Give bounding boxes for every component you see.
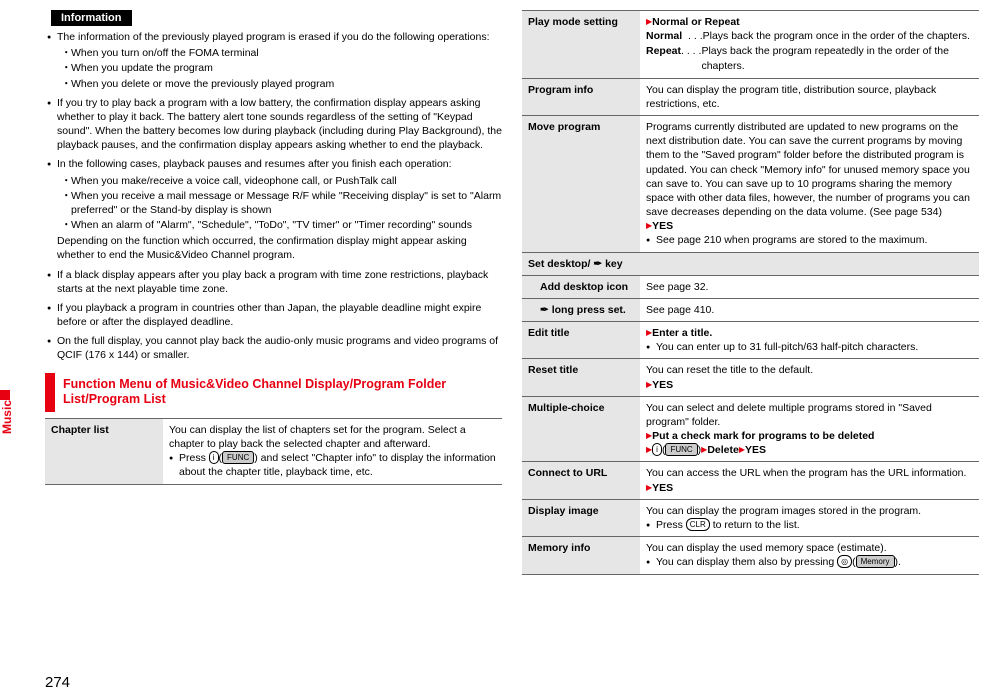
information-badge: Information: [51, 10, 132, 26]
display-image-note: Press CLR to return to the list.: [646, 518, 973, 532]
add-desktop-icon-desc: See page 32.: [640, 275, 979, 298]
info-item-after: Depending on the function which occurred…: [57, 234, 502, 262]
program-info-label: Program info: [522, 78, 640, 115]
info-sub-item: When you delete or move the previously p…: [61, 77, 502, 91]
info-sub-item: When you receive a mail message or Messa…: [61, 189, 502, 217]
i-key-icon: i: [209, 451, 219, 464]
info-sub-item: When you update the program: [61, 61, 502, 75]
info-sub-item: When you turn on/off the FOMA terminal: [61, 46, 502, 60]
chapter-list-table: Chapter list You can display the list of…: [45, 418, 502, 485]
clr-key-icon: CLR: [686, 518, 710, 531]
edit-title-note: You can enter up to 31 full-pitch/63 hal…: [646, 340, 973, 354]
memory-info-note: You can display them also by pressing ◎(…: [646, 555, 973, 569]
camera-key-icon: ◎: [837, 555, 852, 568]
chapter-list-label: Chapter list: [45, 418, 163, 484]
section-header: Function Menu of Music&Video Channel Dis…: [45, 373, 502, 412]
info-item-text: The information of the previously played…: [57, 31, 490, 43]
long-press-set-desc: See page 410.: [640, 298, 979, 321]
key-icon: ✒: [593, 258, 602, 270]
info-item-text: If you try to play back a program with a…: [47, 96, 502, 153]
info-item-text: In the following cases, playback pauses …: [57, 158, 452, 170]
key-icon: ✒: [540, 304, 549, 316]
information-list: The information of the previously played…: [45, 30, 502, 363]
multiple-choice-label: Multiple-choice: [522, 396, 640, 462]
chapter-list-desc: You can display the list of chapters set…: [169, 423, 496, 451]
edit-title-label: Edit title: [522, 322, 640, 359]
func-softkey: FUNC: [665, 443, 697, 456]
memory-info-desc: You can display the used memory space (e…: [646, 541, 973, 555]
info-sub-item: When you make/receive a voice call, vide…: [61, 174, 502, 188]
page-number: 274: [45, 674, 70, 691]
program-info-desc: You can display the program title, distr…: [640, 78, 979, 115]
info-item-text: If you playback a program in countries o…: [47, 301, 502, 329]
func-softkey: FUNC: [222, 451, 254, 464]
info-item-text: If a black display appears after you pla…: [47, 268, 502, 296]
multiple-choice-desc: You can select and delete multiple progr…: [646, 401, 973, 429]
info-item-text: On the full display, you cannot play bac…: [47, 334, 502, 362]
function-menu-table: Play mode setting ▶Normal or Repeat Norm…: [522, 10, 979, 575]
memory-softkey: Memory: [856, 555, 895, 568]
display-image-label: Display image: [522, 499, 640, 536]
add-desktop-icon-label: Add desktop icon: [534, 275, 640, 298]
info-sub-item: When an alarm of "Alarm", "Schedule", "T…: [61, 218, 502, 232]
long-press-set-label: ✒ long press set.: [534, 298, 640, 321]
i-key-icon: i: [652, 443, 662, 456]
reset-title-label: Reset title: [522, 359, 640, 396]
connect-url-label: Connect to URL: [522, 462, 640, 499]
left-column: Information The information of the previ…: [45, 10, 502, 575]
move-program-desc: Programs currently distributed are updat…: [646, 120, 973, 219]
play-mode-label: Play mode setting: [522, 11, 640, 79]
reset-title-desc: You can reset the title to the default.: [646, 363, 973, 377]
move-program-label: Move program: [522, 116, 640, 253]
chapter-list-bullet: Press i(FUNC) and select "Chapter info" …: [169, 451, 496, 479]
set-desktop-label: Set desktop/ ✒ key: [522, 252, 979, 275]
right-column: Play mode setting ▶Normal or Repeat Norm…: [522, 10, 979, 575]
memory-info-label: Memory info: [522, 537, 640, 574]
move-program-note: See page 210 when programs are stored to…: [646, 233, 973, 247]
display-image-desc: You can display the program images store…: [646, 504, 973, 518]
connect-url-desc: You can access the URL when the program …: [646, 466, 973, 480]
